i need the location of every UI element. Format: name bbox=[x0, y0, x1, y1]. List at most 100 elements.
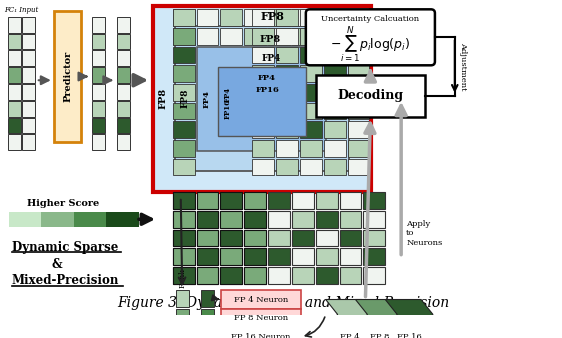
Bar bbox=[220, 267, 242, 284]
Bar bbox=[219, 67, 306, 136]
Bar bbox=[220, 211, 242, 228]
Text: FP 4 Neuron: FP 4 Neuron bbox=[234, 295, 288, 304]
Bar bbox=[276, 65, 298, 82]
Bar bbox=[221, 328, 301, 338]
Text: Figure 3: Dynamic Sparse and Mixed-Precision: Figure 3: Dynamic Sparse and Mixed-Preci… bbox=[117, 296, 449, 310]
Bar bbox=[197, 267, 219, 284]
Bar bbox=[339, 9, 361, 26]
Bar bbox=[276, 121, 298, 138]
Bar bbox=[22, 212, 29, 227]
Text: $-\sum_{i=1}^{N} p_i \log(p_i)$: $-\sum_{i=1}^{N} p_i \log(p_i)$ bbox=[330, 25, 411, 65]
Bar bbox=[22, 101, 35, 117]
Bar bbox=[197, 230, 219, 246]
Bar bbox=[28, 212, 35, 227]
Bar bbox=[268, 230, 290, 246]
Bar bbox=[173, 121, 194, 138]
Bar bbox=[175, 26, 348, 171]
Bar bbox=[252, 84, 274, 101]
Bar bbox=[125, 212, 132, 227]
Text: Mixed-Precision: Mixed-Precision bbox=[12, 274, 119, 287]
Bar bbox=[244, 211, 266, 228]
Bar bbox=[8, 33, 21, 49]
Bar bbox=[197, 211, 219, 228]
Bar bbox=[87, 212, 93, 227]
Bar bbox=[197, 9, 219, 26]
Bar bbox=[244, 211, 266, 228]
Bar bbox=[117, 50, 130, 66]
Text: Predictor: Predictor bbox=[63, 51, 72, 102]
Text: FP16: FP16 bbox=[255, 86, 279, 94]
Bar bbox=[292, 248, 314, 265]
Bar bbox=[173, 159, 194, 175]
Bar bbox=[292, 211, 314, 228]
Bar bbox=[117, 135, 130, 150]
Text: FP 8 Neuron: FP 8 Neuron bbox=[234, 314, 288, 322]
Bar bbox=[244, 9, 266, 26]
Bar bbox=[173, 103, 194, 119]
Bar bbox=[268, 28, 290, 45]
Text: Higher Score: Higher Score bbox=[28, 199, 99, 208]
Bar bbox=[197, 28, 219, 45]
Bar bbox=[197, 230, 219, 246]
Bar bbox=[339, 248, 361, 265]
Bar bbox=[347, 9, 369, 26]
Bar bbox=[300, 159, 321, 175]
Bar bbox=[8, 118, 21, 134]
Bar bbox=[300, 103, 321, 119]
Bar bbox=[347, 65, 369, 82]
Bar bbox=[67, 212, 74, 227]
Bar bbox=[316, 267, 338, 284]
Bar bbox=[117, 84, 130, 100]
Bar bbox=[244, 248, 266, 265]
Bar bbox=[197, 248, 219, 265]
Bar bbox=[48, 212, 55, 227]
Bar bbox=[117, 118, 130, 134]
Bar bbox=[252, 65, 274, 82]
Bar bbox=[244, 192, 266, 209]
Bar bbox=[292, 230, 314, 246]
Bar bbox=[92, 17, 105, 33]
Bar bbox=[117, 17, 130, 33]
Bar bbox=[22, 17, 35, 33]
Bar bbox=[221, 309, 301, 328]
Bar bbox=[244, 267, 266, 284]
Bar bbox=[252, 103, 274, 119]
Text: Rank: Rank bbox=[178, 269, 186, 288]
Bar bbox=[173, 28, 194, 45]
Bar bbox=[244, 230, 266, 246]
Bar bbox=[300, 140, 321, 157]
Bar bbox=[300, 84, 321, 101]
Text: Apply
to
Neurons: Apply to Neurons bbox=[406, 220, 442, 247]
Polygon shape bbox=[386, 299, 433, 329]
Bar bbox=[220, 211, 242, 228]
Bar bbox=[173, 267, 194, 284]
Text: FP4: FP4 bbox=[202, 90, 211, 108]
Bar bbox=[292, 28, 314, 45]
Text: FP4: FP4 bbox=[258, 74, 276, 82]
Bar bbox=[132, 212, 139, 227]
Bar bbox=[8, 101, 21, 117]
Bar bbox=[316, 9, 338, 26]
Bar bbox=[324, 84, 346, 101]
Bar bbox=[173, 230, 194, 246]
Bar bbox=[300, 65, 321, 82]
Bar bbox=[364, 211, 386, 228]
Text: FP 16: FP 16 bbox=[397, 333, 422, 338]
Bar bbox=[339, 192, 361, 209]
Bar bbox=[244, 248, 266, 265]
Text: Decoding: Decoding bbox=[337, 89, 404, 102]
Bar bbox=[316, 75, 425, 117]
Bar bbox=[339, 267, 361, 284]
Text: FP4: FP4 bbox=[261, 54, 281, 63]
Text: Uncertainty Calcuation: Uncertainty Calcuation bbox=[321, 15, 419, 23]
Bar bbox=[92, 33, 105, 49]
Text: FP8: FP8 bbox=[158, 88, 167, 110]
Bar bbox=[41, 212, 48, 227]
Bar bbox=[197, 211, 219, 228]
Bar bbox=[201, 290, 214, 307]
Text: Dynamic Sparse: Dynamic Sparse bbox=[12, 241, 119, 254]
Bar bbox=[197, 192, 219, 209]
Bar bbox=[15, 212, 22, 227]
Bar bbox=[300, 9, 321, 26]
Bar bbox=[117, 101, 130, 117]
